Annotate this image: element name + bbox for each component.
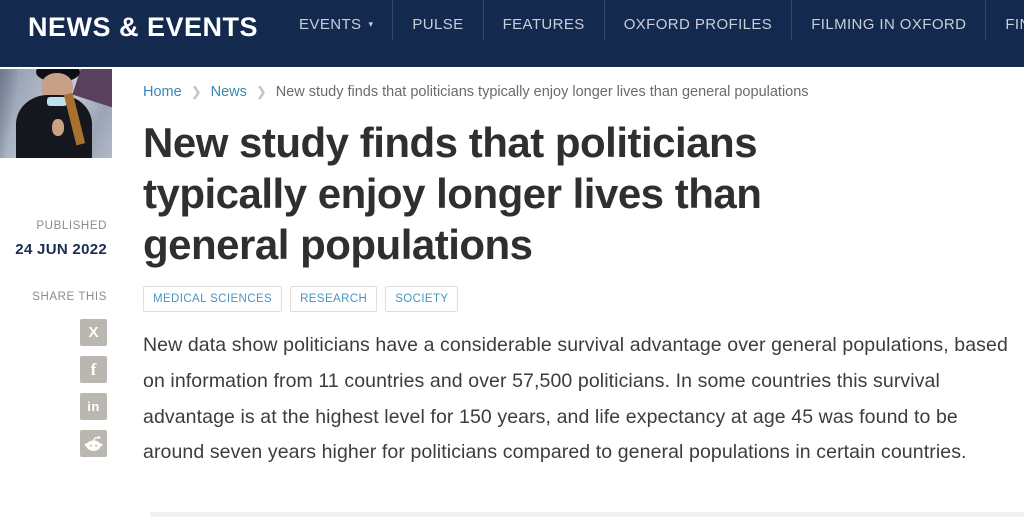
nav-divider	[985, 0, 987, 40]
linkedin-share-icon[interactable]: in	[80, 393, 107, 420]
breadcrumb-current-page: New study finds that politicians typical…	[275, 84, 809, 100]
breadcrumb-chevron-icon: ❯	[255, 84, 267, 99]
thumbnail-detail	[47, 97, 67, 106]
nav-item-pulse[interactable]: PULSE	[412, 16, 464, 33]
nav-links: EVENTS ▾ PULSE FEATURES OXFORD PROFILES …	[280, 0, 1024, 40]
thumbnail-detail	[52, 119, 64, 136]
breadcrumb: Home ❯ News ❯ New study finds that polit…	[143, 84, 1010, 100]
article-title: New study finds that politicians typical…	[143, 119, 762, 268]
tag-society[interactable]: SOCIETY	[385, 286, 459, 313]
breadcrumb-news-link[interactable]: News	[210, 84, 247, 100]
article-thumbnail-image[interactable]	[0, 69, 112, 158]
caret-down-icon: ▾	[368, 19, 374, 29]
share-buttons: X f in	[0, 319, 143, 457]
site-title[interactable]: NEWS & EVENTS	[28, 12, 259, 42]
breadcrumb-chevron-icon: ❯	[190, 84, 202, 99]
nav-item-filming-in-oxford[interactable]: FILMING IN OXFORD	[811, 16, 967, 33]
published-label: PUBLISHED	[36, 220, 107, 232]
published-date: 24 JUN 2022	[15, 241, 107, 258]
top-nav: NEWS & EVENTS EVENTS ▾ PULSE FEATURES OX…	[0, 0, 1024, 67]
nav-divider	[791, 0, 793, 40]
article-content: Home ❯ News ❯ New study finds that polit…	[143, 67, 1024, 471]
share-this-label: SHARE THIS	[32, 291, 107, 303]
nav-divider	[603, 0, 605, 40]
thumbnail-background	[0, 69, 18, 158]
facebook-share-icon[interactable]: f	[80, 356, 107, 383]
nav-item-oxford-profiles[interactable]: OXFORD PROFILES	[623, 16, 773, 33]
reddit-share-icon[interactable]	[80, 430, 107, 457]
tag-medical-sciences[interactable]: MEDICAL SCIENCES	[143, 286, 283, 313]
nav-item-find-an-expert[interactable]: FIND AN EXPERT	[1005, 16, 1024, 33]
article-summary: New data show politicians have a conside…	[143, 334, 1008, 464]
nav-item-events[interactable]: EVENTS ▾	[280, 14, 392, 35]
nav-divider	[392, 0, 394, 40]
article-tags: MEDICAL SCIENCES RESEARCH SOCIETY	[143, 286, 1010, 313]
nav-divider	[482, 0, 484, 40]
breadcrumb-home-link[interactable]: Home	[143, 84, 182, 100]
nav-item-features[interactable]: FEATURES	[502, 16, 585, 33]
nav-item-label: EVENTS	[299, 16, 362, 33]
tag-research[interactable]: RESEARCH	[290, 286, 378, 313]
page-body: PUBLISHED 24 JUN 2022 SHARE THIS X f in	[0, 67, 1024, 471]
article-sidebar: PUBLISHED 24 JUN 2022 SHARE THIS X f in	[0, 67, 143, 471]
next-section-divider	[150, 512, 1024, 517]
x-twitter-share-icon[interactable]: X	[80, 319, 107, 346]
